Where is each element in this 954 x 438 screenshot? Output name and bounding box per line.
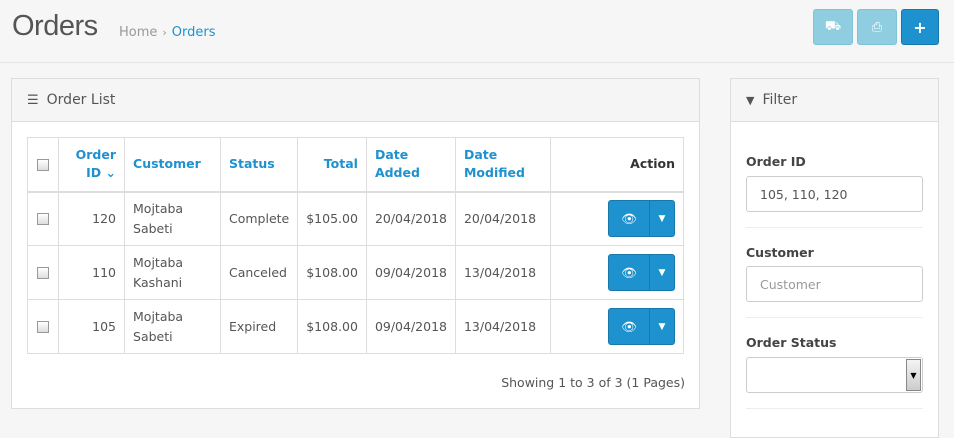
column-customer[interactable]: Customer <box>124 137 221 193</box>
total-cell: $108.00 <box>297 299 367 354</box>
column-action: Action <box>550 137 684 193</box>
page-title: Orders <box>12 10 98 42</box>
breadcrumb-home[interactable]: Home <box>119 25 158 40</box>
view-order-button-group: 👁 ▼ <box>608 308 675 345</box>
order-id-input[interactable]: 105, 110, 120 <box>746 176 923 212</box>
view-button[interactable]: 👁 <box>609 201 650 237</box>
customer-cell: Mojtaba Sabeti <box>124 191 221 246</box>
order-status-label: Order Status <box>746 335 837 350</box>
status-cell: Complete <box>219 191 299 246</box>
table-row: 105 Mojtaba Sabeti Expired $108.00 09/04/… <box>27 299 684 354</box>
column-order-id[interactable]: Order ID ⌄ <box>57 137 126 193</box>
customer-label: Customer <box>746 245 814 260</box>
row-checkbox[interactable] <box>36 267 49 279</box>
order-id-cell: 110 <box>57 245 126 300</box>
row-checkbox[interactable] <box>36 213 49 226</box>
print-icon: ⎙ <box>871 19 883 35</box>
panel-title: Order List <box>46 92 116 108</box>
customer-cell: Mojtaba Sabeti <box>124 299 221 354</box>
divider <box>746 408 923 409</box>
order-id-label: Order ID <box>746 154 806 169</box>
status-cell: Expired <box>219 299 299 354</box>
action-cell: 👁 ▼ <box>550 191 684 246</box>
action-cell: 👁 ▼ <box>550 299 684 354</box>
caret-down-icon: ▼ <box>658 213 666 224</box>
view-order-button-group: 👁 ▼ <box>608 254 675 291</box>
table-row: 120 Mojtaba Sabeti Complete $105.00 20/04… <box>27 191 684 246</box>
table-row: 110 Mojtaba Kashani Canceled $108.00 09/0… <box>27 245 684 300</box>
breadcrumb: Home › Orders <box>119 25 216 40</box>
view-button[interactable]: 👁 <box>609 255 650 290</box>
header-divider <box>0 62 954 63</box>
breadcrumb-separator: › <box>162 26 167 39</box>
customer-input[interactable]: Customer <box>746 266 923 302</box>
eye-icon: 👁 <box>621 210 637 226</box>
column-date-added[interactable]: Date Added <box>365 137 456 193</box>
status-cell: Canceled <box>219 245 299 300</box>
caret-down-icon: ▼ <box>658 267 666 278</box>
column-date-modified[interactable]: Date Modified <box>454 137 552 193</box>
column-status[interactable]: Status <box>219 137 299 193</box>
eye-icon: 👁 <box>621 318 637 334</box>
view-order-button-group: 👁 ▼ <box>608 200 675 238</box>
list-icon: ☰ <box>27 92 39 108</box>
action-cell: 👁 ▼ <box>550 245 684 300</box>
truck-icon: ⛟ <box>824 18 842 34</box>
order-id-cell: 105 <box>57 299 126 354</box>
pagination-text: Showing 1 to 3 of 3 (1 Pages) <box>501 375 685 390</box>
row-checkbox[interactable] <box>36 321 49 333</box>
dropdown-toggle[interactable]: ▼ <box>650 201 674 236</box>
customer-cell: Mojtaba Kashani <box>124 245 221 300</box>
filter-panel: ▼ Filter Order ID 105, 110, 120 Customer… <box>730 78 939 438</box>
order-id-cell: 120 <box>57 191 126 246</box>
orders-table: Order ID ⌄ Customer Status Total Date Ad… <box>27 137 684 354</box>
date-added-cell: 09/04/2018 <box>365 299 456 354</box>
column-total[interactable]: Total <box>297 137 367 193</box>
date-modified-cell: 20/04/2018 <box>454 191 552 246</box>
select-all-checkbox[interactable] <box>36 158 49 171</box>
total-cell: $108.00 <box>297 245 367 300</box>
table-header-row: Order ID ⌄ Customer Status Total Date Ad… <box>27 137 684 193</box>
order-status-select[interactable]: ▼ <box>746 357 923 393</box>
sort-desc-icon: ⌄ <box>105 165 117 181</box>
divider <box>746 227 923 228</box>
total-cell: $105.00 <box>297 191 367 246</box>
dropdown-toggle[interactable]: ▼ <box>650 309 674 344</box>
caret-down-icon: ▼ <box>658 321 666 332</box>
date-modified-cell: 13/04/2018 <box>454 245 552 300</box>
chevron-down-icon[interactable]: ▼ <box>906 359 921 391</box>
dropdown-toggle[interactable]: ▼ <box>650 255 674 290</box>
view-button[interactable]: 👁 <box>609 309 650 344</box>
plus-icon: + <box>913 17 927 37</box>
eye-icon: 👁 <box>621 264 637 280</box>
date-added-cell: 09/04/2018 <box>365 245 456 300</box>
order-list-heading: ☰ Order List <box>12 79 699 122</box>
divider <box>746 317 923 318</box>
order-list-panel: ☰ Order List Order ID ⌄ Customer Status … <box>11 78 700 409</box>
add-order-button[interactable]: + <box>901 9 939 45</box>
filter-heading: ▼ Filter <box>731 79 938 122</box>
panel-title: Filter <box>762 92 798 108</box>
filter-icon: ▼ <box>746 93 755 107</box>
breadcrumb-orders[interactable]: Orders <box>171 25 216 40</box>
print-invoice-button[interactable]: ⎙ <box>857 9 897 45</box>
date-added-cell: 20/04/2018 <box>365 191 456 246</box>
date-modified-cell: 13/04/2018 <box>454 299 552 354</box>
shipping-button[interactable]: ⛟ <box>813 9 853 45</box>
